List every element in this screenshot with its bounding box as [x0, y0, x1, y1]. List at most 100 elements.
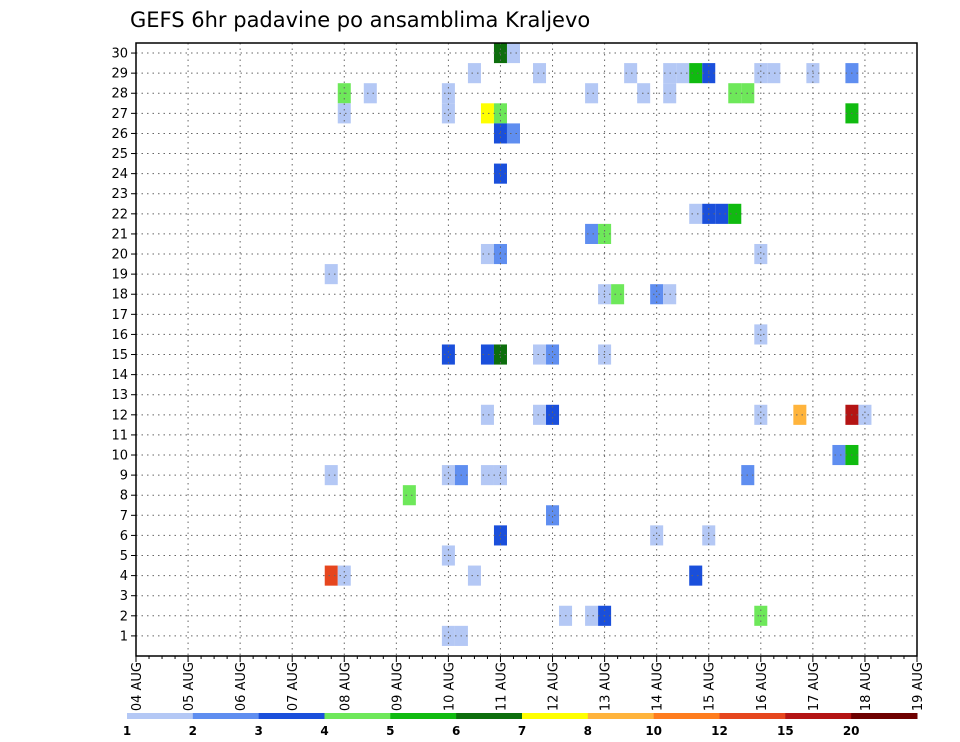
precip-cell: [832, 444, 846, 466]
precip-cell: [506, 123, 520, 144]
precip-cell: [689, 203, 703, 224]
precip-cell: [441, 103, 455, 124]
colorbar-label: 15: [777, 724, 794, 738]
y-tick-label: 18: [111, 288, 128, 303]
y-tick-label: 30: [111, 47, 128, 62]
colorbar-swatch: [719, 713, 786, 719]
y-tick-label: 21: [111, 227, 128, 242]
x-tick-label: 07 AUG: [286, 662, 301, 711]
x-tick-label: 16 AUG: [755, 662, 770, 711]
colorbar-label: 8: [584, 724, 592, 738]
precip-cell: [467, 565, 481, 586]
precip-cell: [689, 565, 703, 586]
colorbar-swatch: [456, 713, 523, 719]
precip-cell: [611, 284, 625, 305]
y-tick-label: 8: [120, 489, 128, 504]
colorbar-label: 10: [645, 724, 662, 738]
precip-cell: [754, 404, 768, 425]
precip-cell: [324, 264, 338, 285]
colorbar-swatch: [522, 713, 589, 719]
x-tick-label: 11 AUG: [494, 662, 509, 711]
precip-cell: [441, 465, 455, 486]
colorbar-label: 5: [386, 724, 394, 738]
precip-cell: [585, 223, 599, 244]
y-tick-label: 4: [120, 569, 128, 584]
y-tick-label: 27: [111, 107, 128, 122]
colorbar-swatch: [192, 713, 260, 719]
y-tick-label: 11: [111, 428, 128, 443]
colorbar-label: 4: [320, 724, 328, 738]
colorbar-swatch: [324, 713, 391, 719]
x-axis: 04 AUG 05 AUG 06 AUG 07 AUG 08 AUG 09 AUG 10 A…: [130, 656, 926, 711]
precip-cell: [533, 63, 547, 84]
precip-cell: [624, 63, 638, 84]
x-tick-label: 04 AUG: [130, 662, 145, 711]
colorbar-label: 3: [254, 724, 262, 738]
x-tick-label: 18 AUG: [859, 662, 874, 711]
colorbar-swatch: [587, 713, 655, 719]
precip-cell: [480, 344, 494, 365]
colorbar-swatch: [653, 713, 720, 719]
precip-cell: [441, 625, 455, 646]
y-tick-label: 6: [120, 529, 128, 544]
y-tick-label: 15: [111, 348, 128, 363]
precip-cell: [324, 565, 338, 586]
precip-cell: [363, 83, 377, 104]
y-tick-label: 14: [111, 368, 128, 383]
precip-cell: [754, 324, 768, 345]
precip-cell: [506, 43, 520, 64]
colorbar-label: 1: [123, 724, 131, 738]
precip-cell: [402, 485, 416, 506]
precip-cell: [715, 203, 729, 224]
y-tick-label: 25: [111, 147, 128, 162]
colorbar-label: 20: [843, 724, 860, 738]
plot-frame: [135, 42, 918, 657]
x-tick-label: 12 AUG: [547, 662, 562, 711]
x-tick-label: 05 AUG: [182, 662, 197, 711]
precip-cell: [337, 103, 351, 124]
y-tick-label: 19: [111, 268, 128, 283]
precip-cell: [533, 404, 547, 425]
precip-cell: [467, 63, 481, 84]
y-tick-label: 22: [111, 207, 128, 222]
x-tick-label: 08 AUG: [338, 662, 353, 711]
precip-cell: [480, 243, 494, 265]
colorbar-label: 2: [189, 724, 197, 738]
colorbar-label: 12: [711, 724, 728, 738]
precip-cell: [676, 63, 690, 84]
chart-title: GEFS 6hr padavine po ansamblima Kraljevo: [130, 8, 590, 32]
x-tick-label: 09 AUG: [390, 662, 405, 711]
y-tick-label: 13: [111, 388, 128, 403]
x-tick-label: 14 AUG: [651, 662, 666, 711]
precip-cell: [754, 243, 768, 265]
y-tick-label: 28: [111, 87, 128, 102]
precip-cell: [728, 203, 742, 224]
y-tick-label: 3: [120, 589, 128, 604]
precip-cell: [533, 344, 547, 365]
precip-cell: [546, 505, 560, 526]
precip-cell: [650, 525, 664, 546]
y-tick-label: 1: [120, 629, 128, 644]
y-tick-label: 16: [111, 328, 128, 343]
y-tick-label: 26: [111, 127, 128, 142]
colorbar-swatch: [785, 713, 852, 719]
x-tick-label: 17 AUG: [807, 662, 822, 711]
y-tick-label: 9: [120, 469, 128, 484]
precip-cell: [337, 565, 351, 586]
x-tick-label: 10 AUG: [442, 662, 457, 711]
precip-cell: [441, 344, 455, 365]
precip-cell: [793, 404, 807, 425]
y-tick-label: 2: [120, 609, 128, 624]
grid-lines: [136, 43, 917, 656]
y-tick-label: 17: [111, 308, 128, 323]
precip-cell: [637, 83, 651, 104]
x-tick-label: 13 AUG: [599, 662, 614, 711]
precip-cell: [585, 605, 599, 626]
y-tick-label: 24: [111, 167, 128, 182]
colorbar: 1 2 3 4 5 6 7 8 10 12 15 20: [123, 713, 918, 738]
y-tick-label: 29: [111, 67, 128, 82]
y-tick-label: 23: [111, 187, 128, 202]
precip-cell: [546, 404, 560, 425]
x-tick-label: 06 AUG: [234, 662, 249, 711]
